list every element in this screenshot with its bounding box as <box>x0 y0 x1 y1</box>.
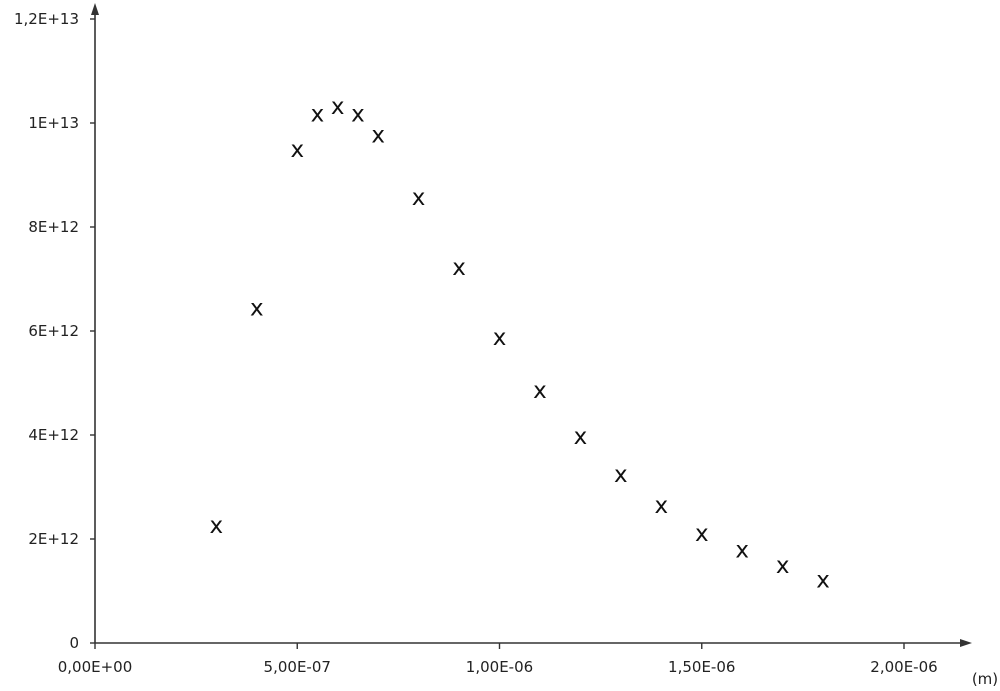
data-point: x <box>735 537 749 563</box>
x-tick-label: 5,00E-07 <box>264 658 331 676</box>
y-tick-label: 1E+13 <box>28 114 79 132</box>
data-point: x <box>311 102 325 128</box>
data-point: x <box>776 553 790 579</box>
data-point: x <box>210 513 224 539</box>
x-tick-label: 2,00E-06 <box>870 658 937 676</box>
x-axis-ticks: 0,00E+00 5,00E-07 1,00E-06 1,50E-06 2,00E-06 <box>58 643 938 676</box>
data-point: x <box>614 462 628 488</box>
data-point: x <box>452 255 466 281</box>
y-tick-label: 6E+12 <box>28 322 79 340</box>
x-tick-label: 0,00E+00 <box>58 658 133 676</box>
y-tick-label: 8E+12 <box>28 218 79 236</box>
data-point: x <box>351 102 365 128</box>
y-tick-label: 2E+12 <box>28 530 79 548</box>
data-point: x <box>816 568 830 594</box>
x-tick-label: 1,00E-06 <box>466 658 533 676</box>
data-point: x <box>250 296 264 322</box>
data-point: x <box>695 521 709 547</box>
y-tick-label: 4E+12 <box>28 426 79 444</box>
x-tick-label: 1,50E-06 <box>668 658 735 676</box>
data-point: x <box>331 94 345 120</box>
data-point: x <box>371 122 385 148</box>
y-tick-label: 1,2E+13 <box>14 10 79 28</box>
data-point: x <box>290 137 304 163</box>
data-point: x <box>412 185 426 211</box>
y-tick-label: 0 <box>69 634 79 652</box>
data-point: x <box>493 325 507 351</box>
y-axis-arrowhead <box>91 3 99 15</box>
x-axis-arrowhead <box>960 639 972 647</box>
y-axis-ticks: 0 2E+12 4E+12 6E+12 8E+12 1E+13 1,2E+13 <box>14 10 95 652</box>
data-point: x <box>574 424 588 450</box>
data-point: x <box>533 378 547 404</box>
x-axis-unit-label: (m) <box>972 670 998 688</box>
data-point: x <box>654 493 668 519</box>
